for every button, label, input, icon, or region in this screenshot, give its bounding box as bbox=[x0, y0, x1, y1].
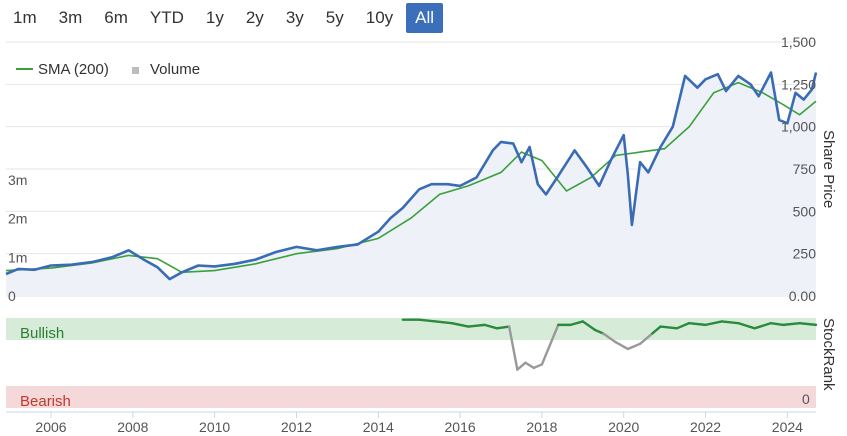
x-tick-label: 2010 bbox=[199, 419, 230, 435]
sma-line bbox=[5, 81, 817, 274]
x-tick-label: 2024 bbox=[772, 419, 803, 435]
price-tick-label: 250 bbox=[793, 246, 817, 262]
stockrank-zero-tick: 0 bbox=[802, 391, 810, 407]
range-button-3y[interactable]: 3y bbox=[285, 8, 304, 27]
stockrank-segment bbox=[602, 332, 617, 344]
stockrank-segment bbox=[467, 323, 486, 328]
range-button-10y[interactable]: 10y bbox=[365, 8, 394, 27]
range-button-2y[interactable]: 2y bbox=[245, 8, 264, 27]
stockrank-segment bbox=[483, 323, 499, 330]
price-area-fill bbox=[6, 72, 816, 296]
stockrank-segment bbox=[524, 361, 535, 370]
volume-legend-label: Volume bbox=[150, 61, 200, 78]
price-area bbox=[6, 72, 816, 296]
volume-tick-label: 1m bbox=[8, 249, 27, 265]
volume-tick-label: 2m bbox=[8, 211, 27, 227]
stockrank-segment bbox=[569, 320, 585, 327]
volume-tick-label: 0 bbox=[8, 288, 16, 304]
x-tick-label: 2008 bbox=[117, 419, 148, 435]
stockrank-segment bbox=[532, 363, 544, 370]
stockrank-line bbox=[401, 318, 818, 371]
stockrank-segment bbox=[593, 328, 605, 335]
price-tick-label: 750 bbox=[793, 161, 817, 177]
stockrank-segment bbox=[626, 342, 642, 351]
stockrank-segment bbox=[769, 321, 785, 327]
x-tick-label: 2020 bbox=[608, 419, 639, 435]
stockrank-segment bbox=[417, 318, 454, 325]
volume-axis: 3m 2m 1m 0 bbox=[8, 172, 27, 304]
stockrank-segment bbox=[753, 321, 773, 330]
price-tick-label: 1,500 bbox=[781, 34, 816, 50]
x-tick-label: 2016 bbox=[445, 419, 476, 435]
price-y-axis: 1,500 1,250 1,000 750 500 250 0.00 bbox=[781, 34, 816, 304]
stockrank-segment bbox=[782, 321, 801, 327]
x-tick-label: 2022 bbox=[690, 419, 721, 435]
range-button-3m[interactable]: 3m bbox=[58, 8, 83, 27]
stockrank-segment bbox=[737, 321, 756, 330]
price-series bbox=[5, 71, 818, 281]
sma-legend-label: SMA (200) bbox=[38, 61, 109, 78]
x-tick-label: 2006 bbox=[35, 419, 66, 435]
stockrank-panel: Bullish Bearish 0 StockRank bbox=[6, 318, 837, 410]
range-button-6m[interactable]: 6m bbox=[104, 8, 128, 27]
legend[interactable]: SMA (200) Volume bbox=[16, 61, 200, 78]
range-button-all[interactable]: All bbox=[406, 3, 444, 33]
bearish-band bbox=[6, 386, 816, 408]
price-axis-title: Share Price bbox=[820, 130, 837, 208]
stockrank-segment bbox=[687, 321, 707, 327]
range-button-1y[interactable]: 1y bbox=[205, 8, 224, 27]
stockrank-segment bbox=[675, 321, 691, 330]
stockrank-segment bbox=[638, 332, 654, 345]
price-tick-label: 1,250 bbox=[781, 76, 816, 92]
x-tick-label: 2018 bbox=[526, 419, 557, 435]
price-line bbox=[5, 71, 818, 281]
range-button-ytd[interactable]: YTD bbox=[149, 8, 184, 27]
x-axis: 2006 2008 2010 2012 2014 2016 2018 2020 2022 2024 bbox=[35, 412, 803, 435]
range-button-5y[interactable]: 5y bbox=[325, 8, 344, 27]
volume-tick-label: 3m bbox=[8, 172, 27, 188]
bearish-label: Bearish bbox=[20, 393, 71, 410]
x-tick-label: 2012 bbox=[281, 419, 312, 435]
price-tick-label: 500 bbox=[793, 203, 817, 219]
price-tick-label: 1,000 bbox=[781, 119, 816, 135]
bullish-label: Bullish bbox=[20, 325, 64, 342]
stockrank-segment bbox=[495, 325, 511, 330]
stockrank-axis-title: StockRank bbox=[820, 318, 837, 391]
stockrank-segment bbox=[659, 325, 679, 330]
stockrank-segment bbox=[720, 320, 740, 325]
range-selector: 1m 3m 6m YTD 1y 2y 3y 5y 10y All bbox=[4, 2, 447, 34]
range-button-1m[interactable]: 1m bbox=[13, 8, 37, 27]
stockrank-segment bbox=[540, 323, 560, 366]
stockrank-segment bbox=[507, 325, 519, 371]
stockrank-segment bbox=[614, 340, 630, 351]
stockrank-segment bbox=[651, 325, 662, 335]
stockrank-segment bbox=[581, 320, 597, 332]
x-tick-label: 2014 bbox=[363, 419, 394, 435]
bullish-band bbox=[6, 318, 816, 340]
stockrank-segment bbox=[450, 321, 470, 328]
stockrank-segment bbox=[798, 321, 818, 327]
stockrank-segment bbox=[704, 320, 724, 327]
price-tick-label: 0.00 bbox=[789, 288, 816, 304]
volume-legend-swatch bbox=[132, 67, 139, 74]
stockrank-segment bbox=[516, 361, 527, 371]
